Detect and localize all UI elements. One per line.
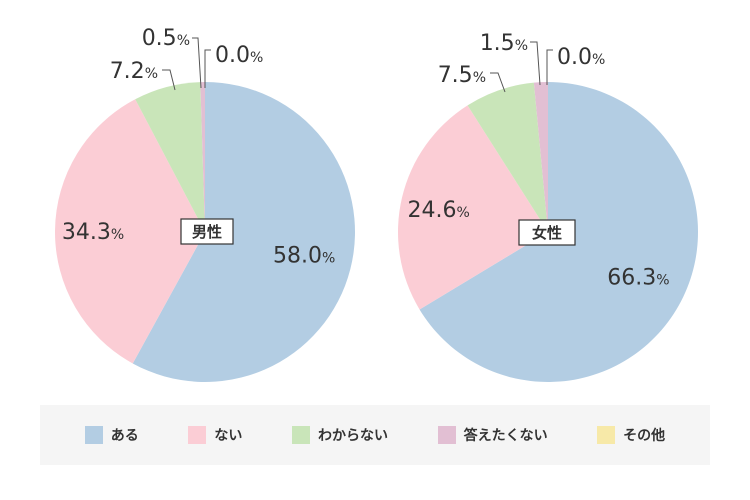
legend: ある ない わからない 答えたくない その他 bbox=[40, 405, 710, 465]
legend-label: その他 bbox=[623, 428, 666, 444]
slice-value-label: 0.0% bbox=[215, 43, 263, 68]
leader-line bbox=[192, 37, 202, 89]
legend-swatch bbox=[291, 426, 310, 444]
pie-slice bbox=[200, 82, 205, 232]
pie-label-text: 女性 bbox=[532, 224, 562, 242]
legend-label: わからない bbox=[317, 428, 388, 444]
slice-value-label: 34.3% bbox=[62, 220, 124, 245]
pie-slice bbox=[135, 82, 205, 233]
leader-line bbox=[490, 72, 506, 93]
pie-label-badge bbox=[518, 219, 576, 246]
pie-label-text: 男性 bbox=[192, 223, 222, 241]
legend-item-aru: ある bbox=[84, 425, 139, 445]
slice-value-label: 7.5% bbox=[438, 63, 486, 88]
slice-value-label: 24.6% bbox=[408, 198, 470, 223]
slice-value-label: 0.5% bbox=[142, 26, 190, 51]
leader-line bbox=[162, 69, 176, 91]
pie-slice bbox=[467, 82, 548, 232]
pie-charts: 58.0% 34.3% 7.2% 0.5% 0.0% 男性 66.3% 24.6% 7.5% 1.… bbox=[54, 26, 698, 382]
legend-swatch bbox=[84, 426, 103, 444]
legend-item-sonota: その他 bbox=[597, 425, 665, 445]
slice-value-label: 1.5% bbox=[480, 31, 528, 56]
slice-value-label: 7.2% bbox=[110, 59, 158, 84]
pie-label-badge bbox=[180, 218, 234, 245]
pie-slice bbox=[132, 82, 355, 382]
legend-swatch bbox=[597, 426, 616, 444]
leader-line bbox=[204, 49, 211, 88]
legend-label: ある bbox=[110, 428, 139, 444]
slice-value-label: 58.0% bbox=[273, 243, 335, 268]
legend-item-nai: ない bbox=[188, 425, 242, 445]
legend-swatch bbox=[188, 426, 207, 444]
leader-line bbox=[530, 41, 541, 86]
legend-item-wakaranai: わからない bbox=[291, 425, 388, 445]
slice-value-label: 66.3% bbox=[607, 265, 669, 290]
legend-item-kotaetakunai: 答えたくない bbox=[437, 425, 548, 445]
pie-slice bbox=[533, 82, 548, 232]
pie-slice bbox=[54, 99, 205, 364]
leader-line bbox=[546, 49, 553, 85]
slice-value-label: 0.0% bbox=[557, 45, 605, 70]
legend-swatch bbox=[437, 426, 456, 444]
pie-slice bbox=[397, 105, 548, 310]
legend-label: ない bbox=[214, 428, 243, 444]
legend-label: 答えたくない bbox=[463, 428, 548, 444]
